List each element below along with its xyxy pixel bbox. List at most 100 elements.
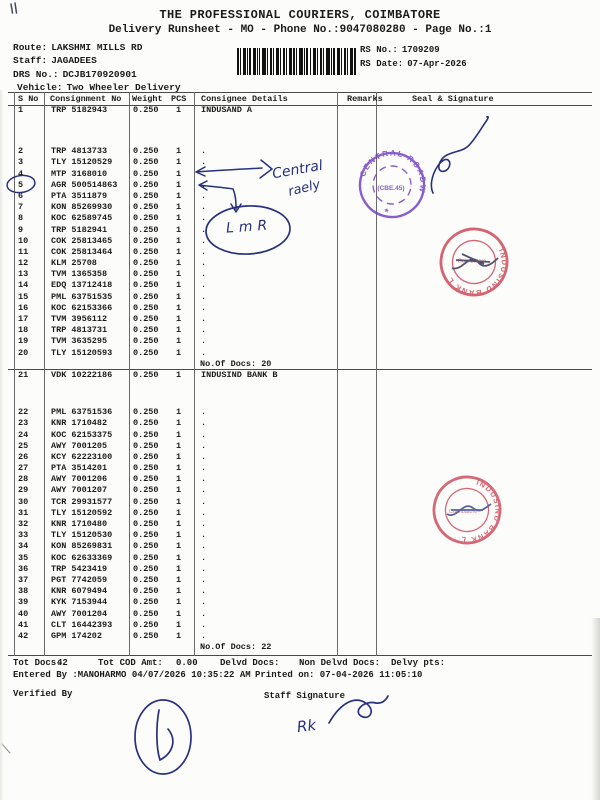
tot-cod-label: Tot COD Amt: — [98, 658, 163, 668]
cell-remarks — [337, 180, 376, 191]
cell-pcs: 1 — [176, 325, 182, 336]
cell-sno: 24 — [18, 429, 29, 440]
table-row: 3 TLY 15120529 0.250 1. — [8, 157, 592, 168]
cell-remarks — [337, 213, 376, 224]
table-row: 32 KNR 1710480 0.250 1. — [8, 519, 592, 530]
rs-no-value: 1709209 — [401, 45, 440, 55]
cell-pcs: 1 — [176, 246, 182, 257]
cell-seal — [376, 485, 592, 496]
cell-remarks — [337, 280, 376, 291]
cell-remarks — [337, 485, 376, 496]
handwritten-lmr: LmR — [225, 217, 273, 237]
vehicle-label: Vehicle: — [17, 82, 63, 93]
cell-weight: 0.250 — [133, 586, 159, 597]
cell-consignment: TRP 4813731 — [51, 325, 108, 336]
cell-sno: 5 — [18, 179, 24, 190]
cell-consignment: CLT 16442393 — [51, 619, 113, 630]
cell-consignee: . — [201, 291, 207, 302]
cell-consignment: GPM 174202 — [51, 630, 103, 641]
cell-pcs: 1 — [176, 407, 182, 418]
cell-pcs: 1 — [176, 190, 182, 201]
cell-consignee: . — [201, 485, 207, 496]
col-header-seal: Seal & Signature — [412, 94, 494, 104]
table-row: 11 COK 25813464 0.250 1. — [8, 247, 592, 258]
cell-remarks — [337, 105, 376, 116]
cell-consignee: INDUSIND BANK B — [201, 369, 278, 380]
table-row: 2 TRP 4813733 0.250 1. — [8, 146, 592, 157]
cell-consignee: INDUSAND A — [201, 105, 253, 115]
cell-weight: 0.250 — [133, 496, 159, 507]
cell-sno: 1 — [18, 105, 24, 115]
cell-seal — [376, 325, 592, 336]
cell-consignee: . — [201, 597, 207, 608]
staff-field: Staff: JAGADEES — [13, 55, 101, 66]
route-label: Route: — [13, 42, 48, 53]
cell-weight: 0.250 — [133, 608, 159, 619]
cell-consignment: PML 63751536 — [51, 407, 113, 418]
cell-consignment: MTP 3168010 — [51, 168, 108, 179]
cell-weight: 0.250 — [133, 291, 159, 302]
cell-seal — [376, 586, 592, 597]
cell-sno: 13 — [18, 269, 29, 280]
group-spacer — [8, 116, 592, 146]
cell-weight: 0.250 — [133, 235, 159, 246]
cell-consignee: . — [201, 146, 207, 157]
cell-weight: 0.250 — [133, 630, 159, 641]
cell-seal — [376, 280, 592, 291]
cell-sno: 8 — [18, 213, 24, 224]
cell-remarks — [337, 370, 376, 381]
cell-consignment: COK 25813465 — [51, 235, 113, 246]
cell-consignment: TVM 3956112 — [51, 314, 108, 324]
cell-pcs: 1 — [176, 302, 182, 313]
cell-consignment: AGR 500514863 — [51, 179, 118, 190]
table-row: 22 PML 63751536 0.250 1. — [8, 407, 592, 418]
cell-pcs: 1 — [176, 574, 182, 585]
cell-consignee: . — [201, 586, 207, 597]
route-field: Route: LAKSHMI MILLS RD — [13, 42, 146, 53]
table-row: 23 KNR 1710482 0.250 1. — [8, 418, 592, 429]
cell-pcs: 1 — [176, 157, 182, 168]
cell-consignment: AWY 7001207 — [51, 485, 108, 496]
cell-seal — [376, 169, 592, 180]
cell-sno: 21 — [18, 369, 29, 380]
cell-weight: 0.250 — [133, 418, 159, 429]
cell-consignment: PGT 7742059 — [51, 574, 108, 585]
cell-sno: 10 — [18, 235, 29, 246]
cell-seal — [376, 105, 592, 116]
cell-sno: 7 — [18, 202, 24, 213]
cell-consignee: . — [201, 574, 207, 585]
cell-consignment: KON 85269930 — [51, 202, 113, 213]
table-row: 40 AWY 7001204 0.250 1. — [8, 609, 592, 620]
cell-seal — [376, 430, 592, 441]
cell-seal — [376, 631, 592, 642]
col-header-pcs: PCS — [171, 94, 187, 104]
non-delvd-docs-label: Non Delvd Docs: — [299, 658, 381, 668]
docs-count-note: No.Of Docs: 20 — [200, 358, 272, 369]
cell-seal — [376, 225, 592, 236]
cell-consignee: . — [201, 541, 207, 552]
cell-seal — [376, 452, 592, 463]
table-row: 1 TRP 5182943 0.250 1 INDUSAND A — [8, 105, 592, 116]
table-row: 10 COK 25813465 0.250 1. — [8, 236, 592, 247]
cell-remarks — [337, 269, 376, 280]
cell-remarks — [337, 586, 376, 597]
cell-consignee: . — [201, 507, 207, 518]
cell-seal — [376, 418, 592, 429]
cell-pcs: 1 — [176, 586, 182, 597]
cell-pcs: 1 — [176, 530, 182, 541]
cell-weight: 0.250 — [133, 429, 159, 440]
delvd-docs-label: Delvd Docs: — [220, 658, 280, 668]
cell-sno: 32 — [18, 519, 29, 529]
cell-pcs: 1 — [176, 280, 182, 291]
cell-remarks — [337, 564, 376, 575]
page-edge-shadow-right — [591, 618, 600, 800]
cell-weight: 0.250 — [133, 280, 159, 291]
cell-sno: 26 — [18, 451, 29, 462]
cell-pcs: 1 — [176, 552, 182, 563]
col-line — [337, 92, 338, 656]
col-header-remarks: Remarks — [347, 94, 383, 104]
cell-sno: 33 — [18, 530, 29, 541]
cell-sno: 23 — [18, 418, 29, 429]
cell-seal — [376, 597, 592, 608]
